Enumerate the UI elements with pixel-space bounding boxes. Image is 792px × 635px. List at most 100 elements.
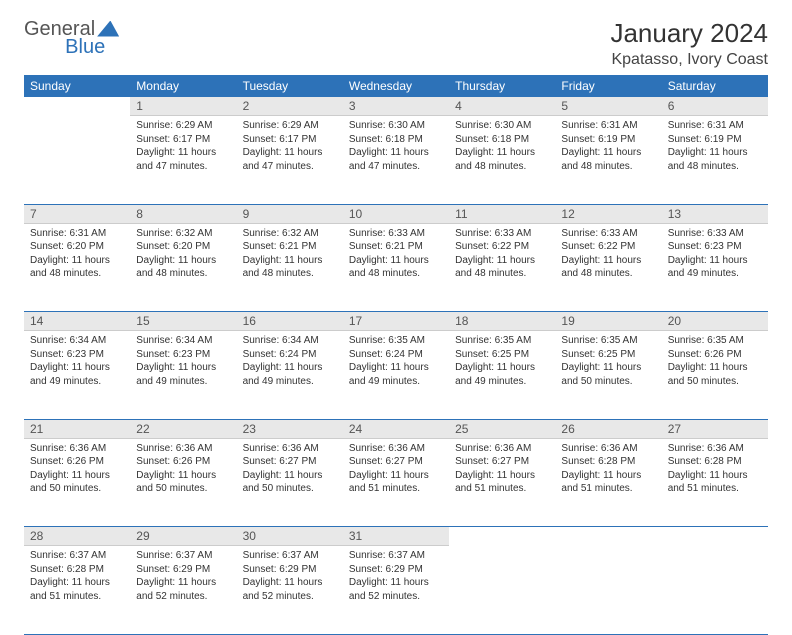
day-content: Sunrise: 6:31 AMSunset: 6:19 PMDaylight:… [662,116,768,179]
day-cell: Sunrise: 6:36 AMSunset: 6:28 PMDaylight:… [662,439,768,527]
day-content: Sunrise: 6:30 AMSunset: 6:18 PMDaylight:… [449,116,555,179]
daylight-line: Daylight: 11 hours and 50 minutes. [668,361,762,388]
day-number-cell: 15 [130,312,236,332]
day-content [24,116,130,125]
day-number-cell: 8 [130,204,236,224]
day-number: 1 [130,97,236,116]
day-number-cell [555,527,661,547]
day-cell: Sunrise: 6:37 AMSunset: 6:28 PMDaylight:… [24,546,130,634]
daylight-line: Daylight: 11 hours and 51 minutes. [349,469,443,496]
daylight-line: Daylight: 11 hours and 48 minutes. [561,254,655,281]
day-content: Sunrise: 6:36 AMSunset: 6:28 PMDaylight:… [555,439,661,502]
daylight-line: Daylight: 11 hours and 49 minutes. [455,361,549,388]
day-number: 19 [555,312,661,331]
sunrise-line: Sunrise: 6:30 AM [349,119,443,133]
daylight-line: Daylight: 11 hours and 52 minutes. [349,576,443,603]
sunset-line: Sunset: 6:26 PM [668,348,762,362]
daylight-line: Daylight: 11 hours and 47 minutes. [243,146,337,173]
day-cell [449,546,555,634]
sunset-line: Sunset: 6:23 PM [136,348,230,362]
sunset-line: Sunset: 6:21 PM [243,240,337,254]
sunrise-line: Sunrise: 6:35 AM [561,334,655,348]
day-number: 12 [555,205,661,224]
daylight-line: Daylight: 11 hours and 48 minutes. [455,146,549,173]
day-cell: Sunrise: 6:37 AMSunset: 6:29 PMDaylight:… [343,546,449,634]
daylight-line: Daylight: 11 hours and 48 minutes. [668,146,762,173]
sunrise-line: Sunrise: 6:37 AM [349,549,443,563]
sunrise-line: Sunrise: 6:36 AM [243,442,337,456]
sunset-line: Sunset: 6:27 PM [349,455,443,469]
day-number: 14 [24,312,130,331]
day-cell: Sunrise: 6:37 AMSunset: 6:29 PMDaylight:… [130,546,236,634]
day-number-cell [449,527,555,547]
sunrise-line: Sunrise: 6:35 AM [349,334,443,348]
sunrise-line: Sunrise: 6:32 AM [243,227,337,241]
day-content: Sunrise: 6:33 AMSunset: 6:22 PMDaylight:… [449,224,555,287]
day-number: 2 [237,97,343,116]
daylight-line: Daylight: 11 hours and 50 minutes. [243,469,337,496]
sunset-line: Sunset: 6:18 PM [455,133,549,147]
day-header: Tuesday [237,75,343,97]
day-cell: Sunrise: 6:32 AMSunset: 6:21 PMDaylight:… [237,224,343,312]
week-content-row: Sunrise: 6:37 AMSunset: 6:28 PMDaylight:… [24,546,768,634]
day-content: Sunrise: 6:32 AMSunset: 6:20 PMDaylight:… [130,224,236,287]
day-cell: Sunrise: 6:36 AMSunset: 6:27 PMDaylight:… [237,439,343,527]
day-cell: Sunrise: 6:31 AMSunset: 6:20 PMDaylight:… [24,224,130,312]
daylight-line: Daylight: 11 hours and 51 minutes. [30,576,124,603]
daylight-line: Daylight: 11 hours and 48 minutes. [136,254,230,281]
day-cell: Sunrise: 6:34 AMSunset: 6:23 PMDaylight:… [24,331,130,419]
day-content: Sunrise: 6:36 AMSunset: 6:27 PMDaylight:… [449,439,555,502]
day-content: Sunrise: 6:35 AMSunset: 6:25 PMDaylight:… [555,331,661,394]
title-block: January 2024 Kpatasso, Ivory Coast [610,18,768,69]
day-cell: Sunrise: 6:36 AMSunset: 6:28 PMDaylight:… [555,439,661,527]
sunset-line: Sunset: 6:17 PM [243,133,337,147]
day-cell: Sunrise: 6:35 AMSunset: 6:25 PMDaylight:… [555,331,661,419]
sunset-line: Sunset: 6:22 PM [561,240,655,254]
day-cell: Sunrise: 6:36 AMSunset: 6:26 PMDaylight:… [130,439,236,527]
day-number [555,527,661,531]
daylight-line: Daylight: 11 hours and 51 minutes. [561,469,655,496]
day-header: Wednesday [343,75,449,97]
daylight-line: Daylight: 11 hours and 49 minutes. [349,361,443,388]
day-number: 11 [449,205,555,224]
day-content: Sunrise: 6:36 AMSunset: 6:26 PMDaylight:… [130,439,236,502]
day-number: 31 [343,527,449,546]
sunrise-line: Sunrise: 6:33 AM [349,227,443,241]
day-number-cell: 10 [343,204,449,224]
day-cell [662,546,768,634]
daylight-line: Daylight: 11 hours and 48 minutes. [561,146,655,173]
daylight-line: Daylight: 11 hours and 50 minutes. [561,361,655,388]
day-content: Sunrise: 6:29 AMSunset: 6:17 PMDaylight:… [130,116,236,179]
day-cell: Sunrise: 6:30 AMSunset: 6:18 PMDaylight:… [343,116,449,204]
day-content: Sunrise: 6:34 AMSunset: 6:23 PMDaylight:… [130,331,236,394]
day-cell: Sunrise: 6:33 AMSunset: 6:21 PMDaylight:… [343,224,449,312]
day-number: 22 [130,420,236,439]
day-cell: Sunrise: 6:34 AMSunset: 6:24 PMDaylight:… [237,331,343,419]
week-daynum-row: 28293031 [24,527,768,547]
sunset-line: Sunset: 6:29 PM [349,563,443,577]
day-number-cell: 13 [662,204,768,224]
sunrise-line: Sunrise: 6:36 AM [136,442,230,456]
day-number: 10 [343,205,449,224]
day-header-row: Sunday Monday Tuesday Wednesday Thursday… [24,75,768,97]
week-content-row: Sunrise: 6:36 AMSunset: 6:26 PMDaylight:… [24,439,768,527]
day-content: Sunrise: 6:31 AMSunset: 6:19 PMDaylight:… [555,116,661,179]
day-number-cell: 2 [237,97,343,116]
week-daynum-row: 14151617181920 [24,312,768,332]
sunset-line: Sunset: 6:19 PM [561,133,655,147]
sunset-line: Sunset: 6:19 PM [668,133,762,147]
day-number-cell: 21 [24,419,130,439]
day-number: 18 [449,312,555,331]
day-number [449,527,555,531]
week-daynum-row: 123456 [24,97,768,116]
day-number-cell: 24 [343,419,449,439]
day-content: Sunrise: 6:34 AMSunset: 6:24 PMDaylight:… [237,331,343,394]
day-number-cell: 23 [237,419,343,439]
sunset-line: Sunset: 6:27 PM [455,455,549,469]
calendar-table: Sunday Monday Tuesday Wednesday Thursday… [24,75,768,635]
day-content [449,546,555,555]
day-cell: Sunrise: 6:33 AMSunset: 6:22 PMDaylight:… [555,224,661,312]
day-content: Sunrise: 6:37 AMSunset: 6:29 PMDaylight:… [130,546,236,609]
daylight-line: Daylight: 11 hours and 48 minutes. [243,254,337,281]
day-number: 13 [662,205,768,224]
